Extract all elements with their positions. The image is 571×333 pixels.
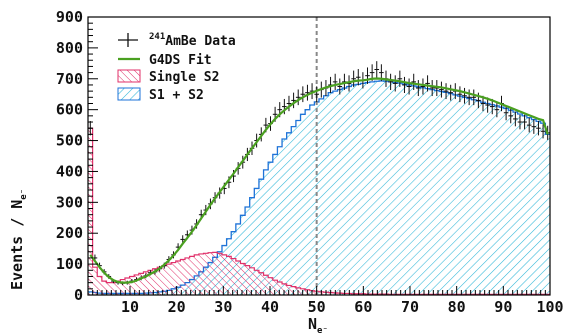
data-point bbox=[471, 89, 477, 106]
data-point bbox=[388, 73, 393, 90]
x-tick-label: 20 bbox=[168, 298, 186, 316]
y-tick-label: 500 bbox=[56, 132, 83, 150]
data-point bbox=[508, 108, 514, 124]
data-point bbox=[429, 80, 435, 97]
data-point bbox=[337, 78, 343, 95]
x-tick-label: 30 bbox=[214, 298, 232, 316]
data-point bbox=[503, 105, 509, 121]
y-tick-label: 700 bbox=[56, 70, 83, 88]
data-point bbox=[374, 61, 380, 78]
data-point bbox=[397, 70, 403, 87]
data-point bbox=[365, 67, 370, 84]
svg-text:241AmBe Data: 241AmBe Data bbox=[149, 32, 236, 49]
x-axis-title: Ne⁻ bbox=[308, 315, 328, 333]
data-point bbox=[351, 70, 356, 87]
data-point bbox=[402, 76, 407, 94]
x-tick-label: 60 bbox=[354, 298, 372, 316]
data-point bbox=[291, 92, 296, 109]
x-tick-label: 10 bbox=[121, 298, 139, 316]
y-tick-label: 400 bbox=[56, 162, 83, 180]
data-point bbox=[406, 78, 412, 95]
svg-text:Single S2: Single S2 bbox=[149, 70, 219, 85]
data-point bbox=[420, 78, 426, 95]
y-tick-label: 100 bbox=[56, 255, 83, 273]
x-tick-label: 40 bbox=[261, 298, 279, 316]
axis-ticks bbox=[88, 16, 551, 296]
y-axis-title: Events / Ne⁻ bbox=[8, 189, 29, 290]
s1s2-histogram bbox=[88, 80, 550, 295]
data-point bbox=[300, 86, 306, 103]
data-point bbox=[355, 69, 361, 86]
data-point bbox=[531, 119, 537, 134]
x-tick-labels: 10 20 30 40 50 60 70 80 90 100 bbox=[121, 298, 564, 316]
legend-item-s1s2: S1 + S2 bbox=[117, 87, 204, 103]
x-tick-label: 90 bbox=[494, 298, 512, 316]
y-tick-labels: 0 100 200 300 400 500 600 700 800 900 bbox=[56, 8, 83, 304]
x-tick-label: 70 bbox=[401, 298, 419, 316]
y-tick-label: 200 bbox=[56, 224, 83, 242]
data-point bbox=[526, 117, 532, 133]
data-point bbox=[462, 87, 467, 104]
data-point bbox=[425, 75, 430, 92]
data-point bbox=[494, 102, 500, 118]
data-point bbox=[517, 114, 523, 130]
data-point bbox=[392, 75, 398, 92]
y-tick-label: 900 bbox=[56, 8, 83, 26]
legend-item-single-s2: Single S2 bbox=[117, 69, 219, 85]
data-point bbox=[332, 73, 338, 90]
data-point bbox=[448, 84, 453, 101]
data-point bbox=[513, 111, 518, 127]
x-tick-label: 50 bbox=[308, 298, 326, 316]
data-point bbox=[314, 86, 319, 103]
data-point bbox=[305, 84, 310, 101]
data-point bbox=[540, 124, 546, 139]
legend: 241AmBe Data G4DS Fit Single S2 S1 + S2 bbox=[117, 32, 236, 103]
data-point bbox=[439, 81, 444, 98]
y-tick-label: 600 bbox=[56, 101, 83, 119]
data-point bbox=[522, 114, 527, 130]
data-point bbox=[466, 89, 472, 106]
data-point bbox=[295, 89, 301, 106]
y-tick-label: 300 bbox=[56, 193, 83, 211]
y-tick-label: 0 bbox=[74, 286, 83, 304]
plot-area bbox=[88, 17, 550, 295]
plot-frame bbox=[87, 16, 551, 296]
data-point bbox=[443, 83, 449, 100]
x-tick-label: 100 bbox=[536, 298, 563, 316]
legend-item-fit: G4DS Fit bbox=[118, 53, 212, 68]
legend-item-data: 241AmBe Data bbox=[118, 32, 236, 49]
x-tick-label: 80 bbox=[448, 298, 466, 316]
data-point bbox=[536, 121, 541, 136]
svg-text:G4DS Fit: G4DS Fit bbox=[149, 53, 212, 68]
svg-text:S1 + S2: S1 + S2 bbox=[149, 88, 204, 103]
fit-line bbox=[89, 77, 549, 284]
y-tick-label: 800 bbox=[56, 39, 83, 57]
data-point bbox=[416, 80, 421, 97]
data-point bbox=[286, 95, 292, 112]
data-point bbox=[411, 73, 417, 90]
data-point bbox=[457, 86, 463, 103]
